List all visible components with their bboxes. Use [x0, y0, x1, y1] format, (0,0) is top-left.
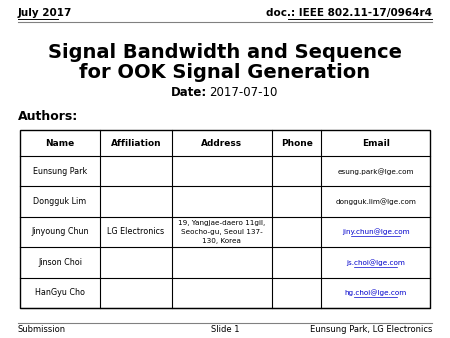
Text: Name: Name	[45, 139, 75, 147]
Text: HanGyu Cho: HanGyu Cho	[35, 288, 85, 297]
Text: 2017-07-10: 2017-07-10	[209, 86, 277, 98]
Text: 19, Yangjae-daero 11gil,
Seocho-gu, Seoul 137-
130, Korea: 19, Yangjae-daero 11gil, Seocho-gu, Seou…	[178, 220, 266, 243]
Text: doc.: IEEE 802.11-17/0964r4: doc.: IEEE 802.11-17/0964r4	[266, 8, 432, 18]
Text: Authors:: Authors:	[18, 110, 78, 122]
Text: hg.choi@lge.com: hg.choi@lge.com	[345, 289, 407, 296]
Text: Eunsung Park: Eunsung Park	[33, 167, 87, 176]
Text: Address: Address	[201, 139, 243, 147]
Text: Phone: Phone	[281, 139, 313, 147]
Text: Jinson Choi: Jinson Choi	[38, 258, 82, 267]
Text: Eunsung Park, LG Electronics: Eunsung Park, LG Electronics	[310, 325, 432, 335]
Text: LG Electronics: LG Electronics	[107, 227, 164, 237]
Text: Jinyoung Chun: Jinyoung Chun	[31, 227, 89, 237]
Text: Date:: Date:	[171, 86, 207, 98]
Text: jiny.chun@lge.com: jiny.chun@lge.com	[342, 228, 410, 235]
Text: Email: Email	[362, 139, 390, 147]
Text: Dongguk Lim: Dongguk Lim	[33, 197, 86, 206]
Text: Slide 1: Slide 1	[211, 325, 239, 335]
Bar	[20, 130, 430, 308]
Text: Signal Bandwidth and Sequence: Signal Bandwidth and Sequence	[48, 43, 402, 62]
Text: esung.park@lge.com: esung.park@lge.com	[338, 168, 414, 174]
Text: Submission: Submission	[18, 325, 66, 335]
Text: for OOK Signal Generation: for OOK Signal Generation	[80, 63, 370, 81]
Text: Affiliation: Affiliation	[111, 139, 161, 147]
Text: July 2017: July 2017	[18, 8, 72, 18]
Text: dongguk.lim@lge.com: dongguk.lim@lge.com	[335, 198, 416, 205]
Text: js.choi@lge.com: js.choi@lge.com	[346, 259, 405, 266]
